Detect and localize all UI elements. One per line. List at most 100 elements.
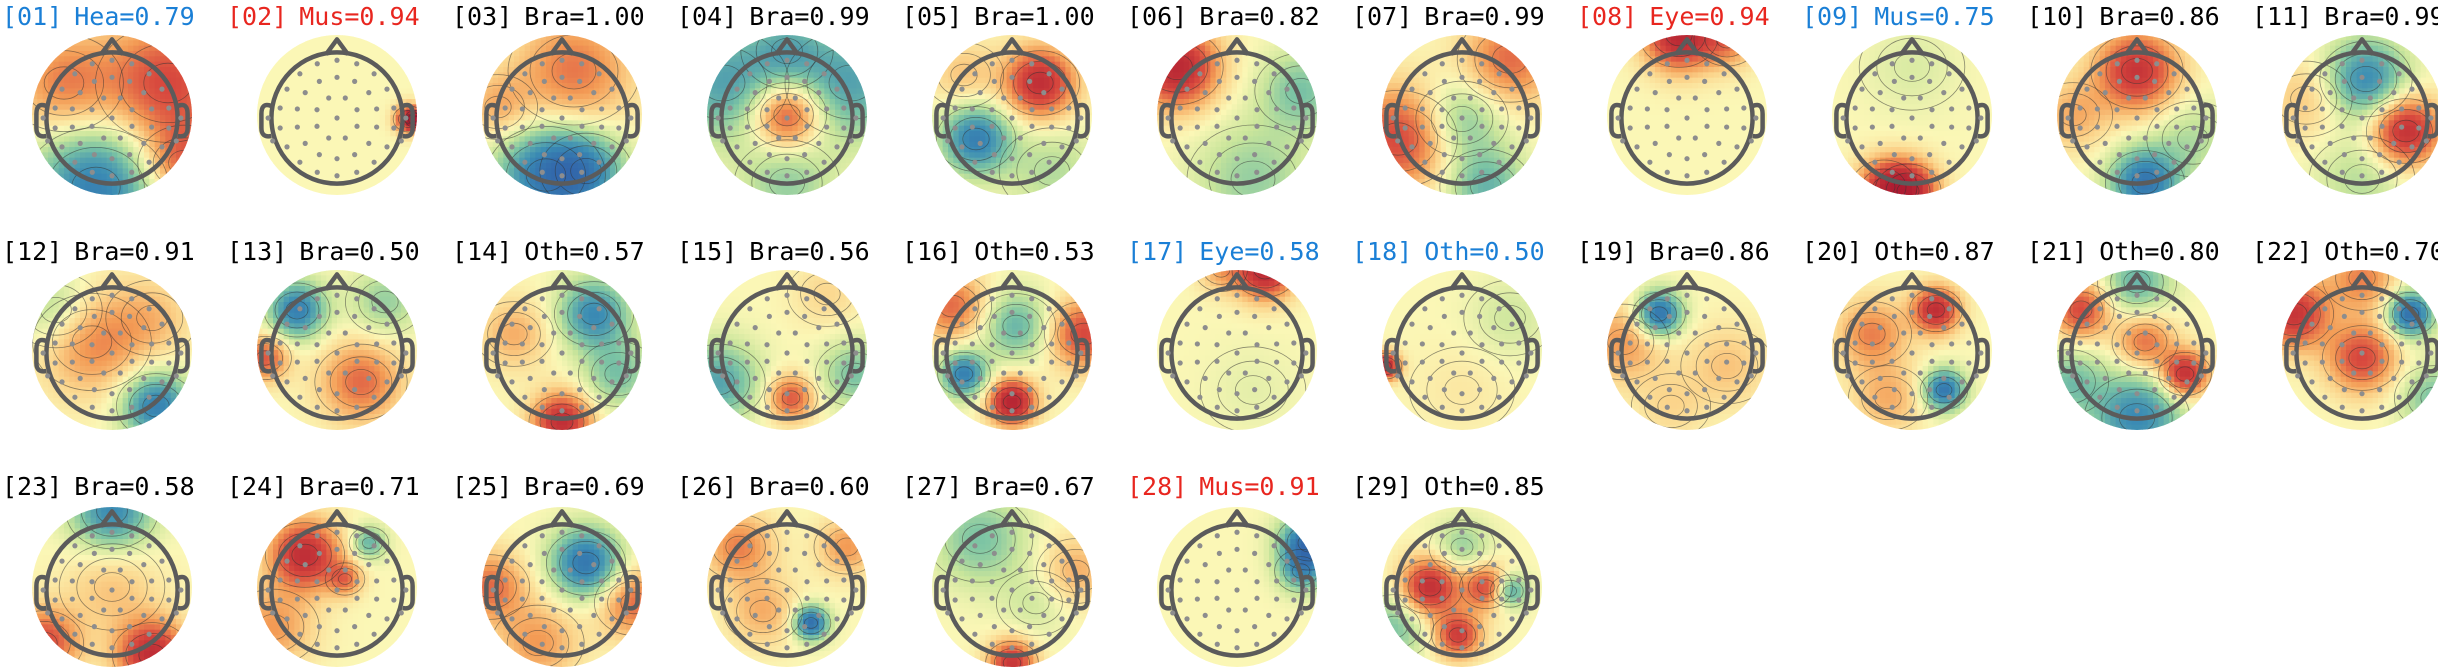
map-cell [353,93,359,100]
map-cell [42,77,49,84]
map-cell [358,125,365,132]
map-cell [90,125,97,132]
map-cell [90,72,97,79]
map-cell [1290,173,1297,180]
map-cell [1033,72,1040,79]
map-cell [1189,152,1195,159]
map-cell [835,125,841,132]
map-cell [829,125,836,132]
sensor-dot [354,61,360,67]
map-cell [390,99,397,105]
map-cell [294,45,301,52]
map-cell [160,99,166,105]
map-cell [165,72,172,79]
map-cell [85,88,92,95]
sensor-dot [952,105,958,111]
map-cell [1253,88,1259,95]
map-cell [514,141,520,148]
map-cell [578,72,584,79]
map-cell [90,109,97,116]
map-cell [856,72,863,79]
map-cell [305,51,311,57]
map-cell [787,72,793,79]
map-cell [1028,45,1034,52]
map-cell [739,77,745,84]
map-cell [310,147,317,153]
map-cell [728,157,735,164]
map-cell [1022,88,1029,95]
map-cell [498,83,504,89]
map-cell [487,141,494,148]
map-cell [985,147,992,153]
map-cell [379,147,386,153]
map-cell [32,104,38,111]
map-cell [1205,83,1211,89]
map-cell [326,141,333,148]
map-cell [578,99,584,105]
map-cell [776,104,783,111]
map-cell [851,152,857,159]
map-cell [535,51,542,57]
map-cell [765,67,772,73]
map-cell [980,152,986,159]
map-cell [401,147,407,153]
map-cell [1274,163,1281,169]
map-cell [556,136,563,143]
map-cell [1242,141,1249,148]
map-cell [1279,45,1286,52]
map-cell [379,99,386,105]
map-cell [1194,67,1201,73]
map-cell [74,35,81,41]
sensor-dot [1041,140,1047,146]
map-cell [562,83,568,89]
map-cell [829,40,836,47]
map-cell [160,173,166,180]
map-cell [267,147,274,153]
map-cell [797,83,804,89]
map-cell [1221,125,1227,132]
map-cell [144,88,150,95]
map-cell [1247,83,1254,89]
map-cell [1173,152,1179,159]
map-cell [524,136,531,143]
map-cell [1194,136,1201,143]
map-cell [1199,99,1206,105]
map-cell [1199,40,1206,47]
map-cell [1028,141,1034,148]
map-cell [781,120,788,127]
map-cell [781,141,788,148]
map-cell [1205,168,1211,175]
map-cell [540,125,547,132]
map-cell [803,173,809,180]
sensor-dot [527,140,533,146]
map-cell [160,83,166,89]
map-cell [631,115,638,121]
map-cell [1237,147,1243,153]
map-cell [781,189,788,195]
map-cell [1263,125,1270,132]
map-cell [803,93,809,100]
map-cell [106,93,113,100]
map-cell [829,184,836,191]
map-cell [588,157,595,164]
map-cell [283,173,290,180]
map-cell [1306,157,1313,164]
map-cell [712,157,719,164]
map-cell [861,131,867,137]
map-cell [69,173,76,180]
map-cell [106,168,113,175]
contour-line [32,35,124,132]
map-cell [128,184,134,191]
map-cell [1247,35,1254,41]
map-cell [58,104,65,111]
map-cell [937,67,944,73]
map-cell [1060,173,1066,180]
map-cell [980,147,986,153]
map-cell [390,72,397,79]
map-cell [498,168,504,175]
map-cell [369,136,375,143]
map-cell [948,163,954,169]
map-cell [374,45,381,52]
map-cell [106,61,113,68]
map-cell [792,77,799,84]
